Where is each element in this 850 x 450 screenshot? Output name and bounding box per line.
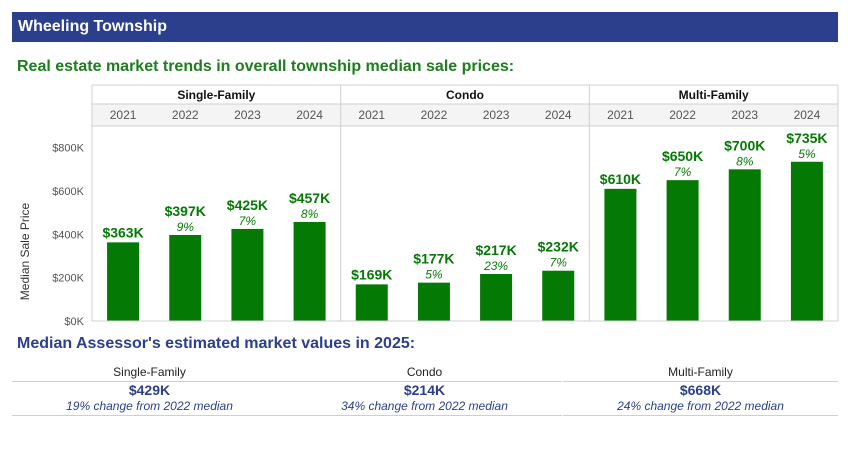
y-tick-label: $600K xyxy=(52,186,84,198)
value-label: $217K xyxy=(475,242,516,258)
value-label: $650K xyxy=(662,148,703,164)
bar xyxy=(790,161,823,321)
year-label: 2021 xyxy=(607,108,634,122)
bar xyxy=(355,284,388,321)
y-tick-label: $800K xyxy=(52,143,84,155)
value-label: $177K xyxy=(413,251,454,267)
value-label: $169K xyxy=(351,266,392,282)
year-label: 2023 xyxy=(234,108,261,122)
bar xyxy=(728,169,761,321)
year-label: 2022 xyxy=(172,108,199,122)
value-label: $700K xyxy=(724,137,765,153)
year-label: 2023 xyxy=(483,108,510,122)
year-label: 2024 xyxy=(296,108,323,122)
assessor-col-condo: Condo $214K 34% change from 2022 median xyxy=(287,364,562,416)
panel-title: Condo xyxy=(446,88,484,102)
bar xyxy=(293,221,326,321)
pct-change-label: 8% xyxy=(301,207,319,221)
sale-price-chart: $0K $200K $400K $600K $800K Median Sale Price… xyxy=(18,84,839,328)
bar xyxy=(417,282,450,321)
page-header: Wheeling Township xyxy=(12,12,838,42)
value-label: $735K xyxy=(786,130,827,146)
year-header-band xyxy=(92,104,838,126)
year-label: 2024 xyxy=(545,108,572,122)
y-axis-title: Median Sale Price xyxy=(18,202,32,300)
assessor-col-multi-family: Multi-Family $668K 24% change from 2022 … xyxy=(563,364,838,416)
pct-change-label: 5% xyxy=(425,268,443,282)
bar xyxy=(480,273,513,321)
value-label: $457K xyxy=(289,190,330,206)
assessor-category: Single-Family xyxy=(12,364,287,382)
bar xyxy=(107,242,140,321)
value-label: $610K xyxy=(600,171,641,187)
assessor-value: $668K xyxy=(679,382,722,398)
bar xyxy=(666,180,699,321)
bar xyxy=(542,270,575,321)
assessor-value: $429K xyxy=(128,382,171,398)
assessor-category: Condo xyxy=(287,364,562,382)
township-title: Wheeling Township xyxy=(18,18,168,35)
year-label: 2022 xyxy=(421,108,448,122)
year-label: 2023 xyxy=(731,108,758,122)
pct-change-label: 23% xyxy=(483,259,508,273)
pct-change-label: 5% xyxy=(798,147,816,161)
value-label: $232K xyxy=(538,239,579,255)
y-tick-label: $400K xyxy=(52,229,84,241)
y-tick-label: $200K xyxy=(52,273,84,285)
assessor-value: $214K xyxy=(403,382,446,398)
y-tick-label: $0K xyxy=(64,316,84,328)
value-label: $397K xyxy=(165,203,206,219)
assessor-change: 19% change from 2022 median xyxy=(12,399,287,416)
pct-change-label: 8% xyxy=(736,154,754,168)
assessor-change: 34% change from 2022 median xyxy=(287,399,562,416)
year-label: 2024 xyxy=(794,108,821,122)
value-label: $425K xyxy=(227,197,268,213)
bar xyxy=(169,234,202,321)
value-label: $363K xyxy=(102,224,143,240)
panel-title: Multi-Family xyxy=(679,88,749,102)
pct-change-label: 7% xyxy=(674,165,692,179)
year-label: 2021 xyxy=(110,108,137,122)
pct-change-label: 9% xyxy=(177,220,195,234)
panel-title: Single-Family xyxy=(177,88,255,102)
year-label: 2021 xyxy=(358,108,385,122)
pct-change-label: 7% xyxy=(550,256,568,270)
chart-subtitle: Real estate market trends in overall tow… xyxy=(17,58,515,75)
assessor-category: Multi-Family xyxy=(563,364,838,382)
assessor-col-single-family: Single-Family $429K 19% change from 2022… xyxy=(12,364,287,416)
bar xyxy=(231,228,264,321)
pct-change-label: 7% xyxy=(239,214,257,228)
assessor-change: 24% change from 2022 median xyxy=(563,399,838,416)
assessor-section-title: Median Assessor's estimated market value… xyxy=(17,335,416,352)
bar xyxy=(604,188,637,321)
year-label: 2022 xyxy=(669,108,696,122)
